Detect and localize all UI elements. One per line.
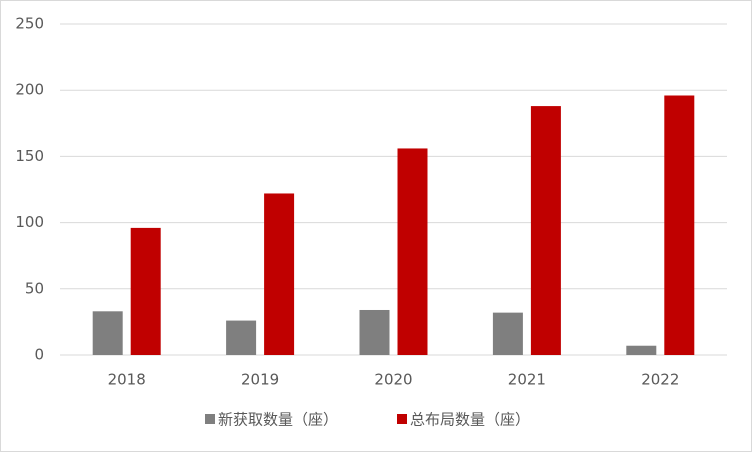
bar [626, 345, 657, 355]
x-tick-label: 2021 [508, 371, 546, 389]
bar [530, 106, 561, 355]
x-tick-label: 2019 [241, 371, 279, 389]
y-tick-label: 0 [34, 346, 44, 364]
legend-swatch [205, 414, 215, 424]
bar [492, 312, 523, 355]
y-tick-label: 200 [15, 81, 44, 99]
bar [664, 95, 695, 355]
x-tick-label: 2020 [374, 371, 412, 389]
x-tick-label: 2022 [641, 371, 679, 389]
y-tick-label: 100 [15, 213, 44, 231]
y-tick-label: 250 [15, 15, 44, 33]
legend-swatch [397, 414, 407, 424]
y-tick-label: 150 [15, 147, 44, 165]
bar [130, 227, 161, 355]
bar [226, 320, 257, 355]
bar [92, 311, 123, 355]
bar [264, 193, 295, 355]
legend-label: 总布局数量（座） [410, 411, 530, 429]
y-tick-label: 50 [25, 279, 44, 297]
legend-label: 新获取数量（座） [218, 411, 338, 429]
x-tick-label: 2018 [108, 371, 146, 389]
bar [397, 148, 428, 355]
bar [359, 309, 390, 355]
